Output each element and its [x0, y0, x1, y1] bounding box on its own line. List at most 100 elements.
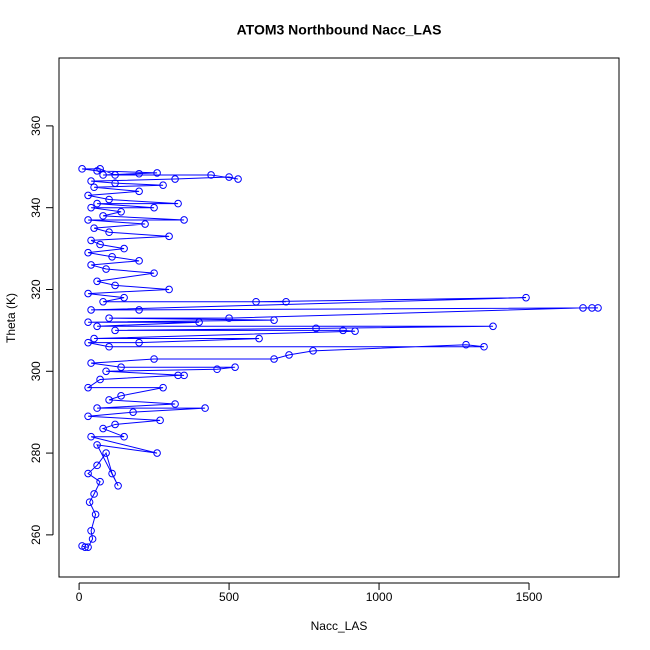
point [84, 338, 92, 347]
point [462, 340, 470, 349]
point [234, 175, 242, 183]
point [165, 232, 173, 241]
plot-box [58, 57, 620, 578]
point [255, 334, 263, 343]
point [120, 293, 128, 302]
y-tick-label: 300 [29, 361, 43, 381]
point [195, 318, 203, 327]
point [285, 351, 293, 359]
point [309, 347, 317, 355]
x-tick-label: 1500 [516, 590, 543, 604]
point [96, 240, 104, 249]
point [111, 420, 119, 429]
point [120, 244, 128, 253]
y-tick-label: 340 [29, 197, 43, 217]
point [111, 281, 119, 290]
point [150, 203, 158, 212]
point [174, 371, 182, 380]
point [84, 412, 92, 421]
point [201, 404, 209, 412]
point [111, 171, 119, 179]
series-line [81, 168, 599, 548]
point [96, 165, 104, 173]
point [141, 220, 149, 228]
point [111, 179, 119, 187]
point [153, 449, 161, 457]
point [270, 316, 278, 324]
point [81, 543, 89, 551]
point [91, 510, 100, 519]
point [150, 355, 158, 363]
point [84, 216, 92, 224]
point [174, 199, 182, 208]
point [111, 326, 119, 335]
point [102, 449, 110, 457]
point [85, 498, 94, 506]
point [93, 322, 101, 331]
point [96, 477, 104, 486]
point [594, 304, 602, 312]
point [231, 363, 239, 371]
point [108, 469, 116, 478]
point [270, 355, 278, 363]
point [114, 481, 122, 490]
point [156, 416, 164, 425]
x-tick-label: 0 [76, 590, 83, 604]
point [87, 359, 95, 367]
point [312, 324, 320, 333]
point [282, 297, 290, 306]
point [135, 257, 143, 265]
point [105, 342, 113, 351]
point [153, 169, 161, 177]
point [339, 326, 347, 335]
y-axis-label: Theta (K) [4, 293, 18, 343]
point [135, 338, 143, 347]
point [93, 461, 101, 470]
point [84, 318, 92, 327]
chart-title: ATOM3 Northbound Nacc_LAS [237, 22, 442, 38]
point [129, 408, 137, 416]
x-tick-label: 500 [219, 590, 239, 604]
point [88, 535, 97, 543]
point [150, 269, 158, 277]
point [180, 371, 188, 380]
point [120, 432, 128, 441]
point [93, 404, 101, 412]
point [84, 469, 92, 478]
point [96, 375, 104, 384]
point [90, 224, 98, 232]
point [87, 236, 95, 245]
point [480, 342, 488, 351]
point [171, 400, 179, 408]
point [489, 322, 497, 331]
point [84, 543, 92, 551]
point [105, 195, 113, 204]
point [99, 212, 107, 220]
point [171, 175, 179, 183]
point [135, 306, 143, 314]
point [225, 314, 233, 322]
point [93, 277, 101, 286]
y-tick-label: 360 [29, 116, 43, 136]
point [87, 203, 95, 212]
y-tick-label: 280 [29, 443, 43, 463]
point [522, 293, 530, 302]
point [87, 177, 95, 185]
point [207, 171, 215, 179]
point [78, 165, 86, 173]
y-tick-label: 260 [29, 525, 43, 545]
point [180, 216, 188, 224]
point [90, 183, 98, 192]
y-tick-label: 320 [29, 279, 43, 299]
point [99, 424, 107, 433]
point [225, 173, 233, 181]
point [351, 327, 359, 336]
point [588, 304, 596, 312]
point [165, 285, 173, 294]
point [93, 441, 101, 449]
point [93, 199, 101, 208]
point [213, 365, 221, 374]
point [84, 289, 92, 298]
